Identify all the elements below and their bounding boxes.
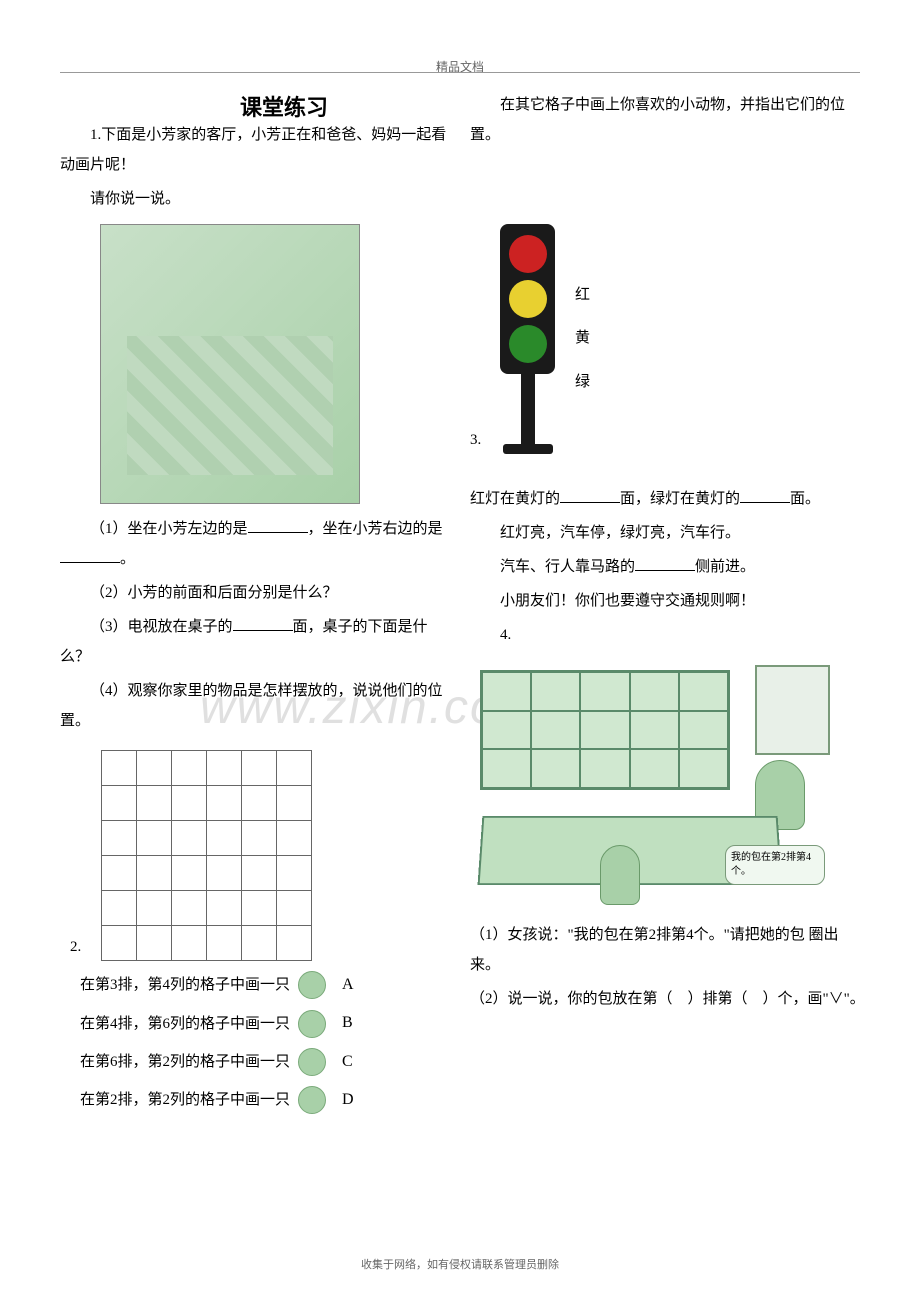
speech-bubble: 我的包在第2排第4个。 xyxy=(725,845,825,885)
letter-b: B xyxy=(342,1004,353,1042)
red-light xyxy=(509,235,547,273)
shelf-grid xyxy=(480,670,730,790)
q2-row3: 在第6排，第2列的格子中画一只 C xyxy=(80,1043,455,1081)
q3-line3-b: 侧前进。 xyxy=(695,559,755,575)
letter-d: D xyxy=(342,1081,354,1119)
figure-icon xyxy=(298,1048,326,1076)
q2-row4-text: 在第2排，第2列的格子中画一只 xyxy=(80,1082,290,1118)
blank-field[interactable] xyxy=(740,487,790,503)
q3-line4: 小朋友们！你们也要遵守交通规则啊！ xyxy=(470,586,865,616)
yellow-label: 黄 xyxy=(575,322,590,355)
q3-line1-c: 面。 xyxy=(790,491,820,507)
q3-line3-a: 汽车、行人靠马路的 xyxy=(500,559,635,575)
traffic-light-pole xyxy=(521,374,535,444)
sign-board xyxy=(755,665,830,755)
q3-line3: 汽车、行人靠马路的 侧前进。 xyxy=(470,552,865,582)
q2-row2-text: 在第4排，第6列的格子中画一只 xyxy=(80,1006,290,1042)
q4-sub1: （1）女孩说："我的包在第2排第4个。"请把她的包 圈出来。 xyxy=(470,920,865,980)
q2-row3-text: 在第6排，第2列的格子中画一只 xyxy=(80,1044,290,1080)
right-column: 在其它格子中画上你喜欢的小动物，并指出它们的位置。 3. 红 黄 绿 红灯在 xyxy=(470,90,865,1018)
traffic-light-box xyxy=(500,224,555,374)
q3-line1-a: 红灯在黄灯的 xyxy=(470,491,560,507)
green-label: 绿 xyxy=(575,366,590,399)
page-title: 课堂练习 xyxy=(240,90,328,122)
shelf-image: 我的包在第2排第4个。 xyxy=(470,660,840,910)
red-label: 红 xyxy=(575,279,590,312)
q4-sub2: （2）说一说，你的包放在第（ ）排第（ ）个，画"∨"。 xyxy=(470,984,865,1014)
footer-text: 收集于网络，如有侵权请联系管理员删除 xyxy=(361,1256,559,1272)
content-area: 1.下面是小芳家的客厅，小芳正在和爸爸、妈妈一起看动画片呢！ 请你说一说。 （1… xyxy=(60,120,860,1242)
living-room-image xyxy=(100,224,360,504)
blank-field[interactable] xyxy=(635,555,695,571)
q2-row4: 在第2排，第2列的格子中画一只 D xyxy=(80,1081,455,1119)
letter-c: C xyxy=(342,1043,353,1081)
rabbit-icon xyxy=(298,1086,326,1114)
q1-sub2: （2）小芳的前面和后面分别是什么？ xyxy=(60,578,455,608)
letter-a: A xyxy=(342,966,354,1004)
q2-row2: 在第4排，第6列的格子中画一只 B xyxy=(80,1004,455,1042)
blank-field[interactable] xyxy=(248,517,308,533)
q2-row1-text: 在第3排，第4列的格子中画一只 xyxy=(80,967,290,1003)
q1-sub3-a: （3）电视放在桌子的 xyxy=(90,619,233,635)
traffic-light-base xyxy=(503,444,553,454)
header-divider xyxy=(60,72,860,73)
q1-intro: 1.下面是小芳家的客厅，小芳正在和爸爸、妈妈一起看动画片呢！ xyxy=(60,120,455,180)
traffic-light-labels: 红 黄 绿 xyxy=(575,274,590,404)
blank-field[interactable] xyxy=(233,615,293,631)
q1-sub3: （3）电视放在桌子的面，桌子的下面是什么？ xyxy=(60,612,455,672)
q1-sub1: （1）坐在小芳左边的是 ，坐在小芳右边的是。 xyxy=(60,514,455,574)
q3-label: 3. xyxy=(470,432,481,449)
q2-row1: 在第3排，第4列的格子中画一只 A xyxy=(80,966,455,1004)
grid-table xyxy=(101,750,312,961)
left-column: 1.下面是小芳家的客厅，小芳正在和爸爸、妈妈一起看动画片呢！ 请你说一说。 （1… xyxy=(60,120,455,1120)
traffic-light-container: 3. 红 黄 绿 xyxy=(500,224,865,454)
traffic-light xyxy=(500,224,555,454)
blank-field[interactable] xyxy=(560,487,620,503)
green-light xyxy=(509,325,547,363)
blank-field[interactable] xyxy=(60,547,120,563)
q3-line1: 红灯在黄灯的 面，绿灯在黄灯的 面。 xyxy=(470,484,865,514)
cat-icon xyxy=(298,1010,326,1038)
yellow-light xyxy=(509,280,547,318)
q3-line1-b: 面，绿灯在黄灯的 xyxy=(620,491,740,507)
q1-sub1-c: 。 xyxy=(120,551,135,567)
bear-icon xyxy=(298,971,326,999)
q2-label: 2. xyxy=(70,932,81,962)
q1-sub4: （4）观察你家里的物品是怎样摆放的，说说他们的位置。 xyxy=(60,676,455,736)
q1-prompt: 请你说一说。 xyxy=(60,184,455,214)
q3-line2: 红灯亮，汽车停，绿灯亮，汽车行。 xyxy=(470,518,865,548)
q1-sub1-b: ，坐在小芳右边的是 xyxy=(308,521,443,537)
q4-label: 4. xyxy=(470,620,865,650)
q2-extra: 在其它格子中画上你喜欢的小动物，并指出它们的位置。 xyxy=(470,90,865,150)
child-figure xyxy=(600,845,640,905)
q1-sub1-a: （1）坐在小芳左边的是 xyxy=(90,521,248,537)
